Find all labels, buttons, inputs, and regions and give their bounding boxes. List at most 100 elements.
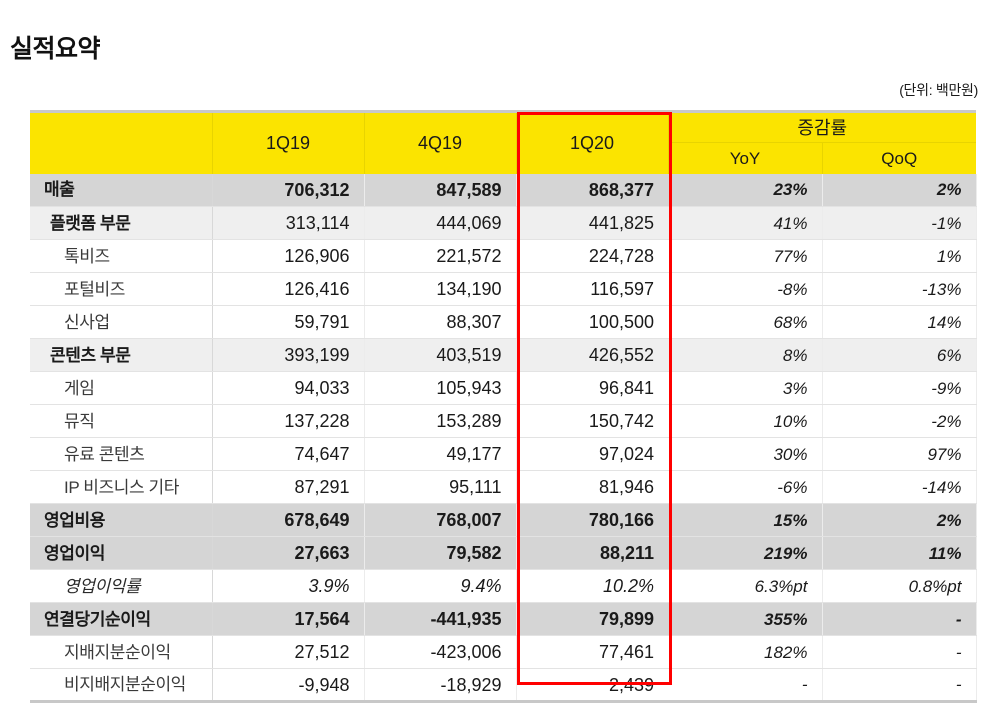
cell-yoy: 8% xyxy=(668,338,823,372)
cell-qoq: -2% xyxy=(822,404,977,438)
row-label: 콘텐츠 부문 xyxy=(30,338,213,372)
cell-yoy: - xyxy=(668,668,823,702)
header-cell-qoq: QoQ xyxy=(822,142,976,174)
cell-yoy: 30% xyxy=(668,437,823,471)
row-label: 포털비즈 xyxy=(30,272,213,306)
cell-qoq: -9% xyxy=(822,371,977,405)
cell-q1: 313,114 xyxy=(212,206,365,240)
row-label: 뮤직 xyxy=(30,404,213,438)
cell-q2: -18,929 xyxy=(364,668,517,702)
cell-qoq: -1% xyxy=(822,206,977,240)
cell-q3: 88,211 xyxy=(516,536,668,570)
cell-yoy: 77% xyxy=(668,239,823,273)
table-row: 비지배지분순이익 -9,948 -18,929 2,439- - xyxy=(30,668,977,702)
cell-q2: -441,935 xyxy=(364,602,517,636)
cell-qoq: 11% xyxy=(822,536,977,570)
cell-q2: 768,007 xyxy=(364,503,517,537)
cell-qoq: - xyxy=(822,635,977,669)
table-row: 뮤직 137,228 153,289 150,742 10% -2% xyxy=(30,404,977,438)
row-label: 톡비즈 xyxy=(30,239,213,273)
cell-q1: 678,649 xyxy=(212,503,365,537)
cell-q3: 868,377 xyxy=(516,173,668,207)
row-label: IP 비즈니스 기타 xyxy=(30,470,213,504)
cell-q3: 79,899 xyxy=(516,602,668,636)
cell-q1: 87,291 xyxy=(212,470,365,504)
table-body: 매출 706,312 847,589 868,377 23% 2% 플랫폼 부문 313,11… xyxy=(30,173,977,702)
cell-q1: 17,564 xyxy=(212,602,365,636)
cell-q2: 403,519 xyxy=(364,338,517,372)
cell-q2: 49,177 xyxy=(364,437,517,471)
cell-q3: 96,841 xyxy=(516,371,668,405)
header-cell-label xyxy=(30,111,213,174)
cell-q1: 74,647 xyxy=(212,437,365,471)
header-cell-q3: 1Q20 xyxy=(516,111,669,174)
cell-q2: 153,289 xyxy=(364,404,517,438)
cell-q3: 441,825 xyxy=(516,206,668,240)
unit-note: (단위: 백만원) xyxy=(899,82,978,98)
cell-qoq: 6% xyxy=(822,338,977,372)
header-row-bottom: YoY QoQ xyxy=(30,142,976,174)
cell-q1: -9,948 xyxy=(212,668,365,702)
cell-qoq: 1% xyxy=(822,239,977,273)
row-label: 신사업 xyxy=(30,305,213,339)
row-label: 플랫폼 부문 xyxy=(30,206,213,240)
cell-q3: 426,552 xyxy=(516,338,668,372)
cell-qoq: -14% xyxy=(822,470,977,504)
table-row: 연결당기순이익 17,564 -441,935 79,899 355% - xyxy=(30,602,977,636)
cell-yoy: 3% xyxy=(668,371,823,405)
cell-yoy: 182% xyxy=(668,635,823,669)
cell-yoy: -8% xyxy=(668,272,823,306)
cell-q3: 81,946 xyxy=(516,470,668,504)
cell-qoq: 2% xyxy=(822,503,977,537)
table-row: 영업비용 678,649 768,007 780,166 15% 2% xyxy=(30,503,977,537)
table-row: 매출 706,312 847,589 868,377 23% 2% xyxy=(30,173,977,207)
cell-q1: 126,416 xyxy=(212,272,365,306)
cell-q1: 59,791 xyxy=(212,305,365,339)
cell-q3: 150,742 xyxy=(516,404,668,438)
cell-q1: 27,512 xyxy=(212,635,365,669)
cell-q1: 3.9% xyxy=(212,569,365,603)
header-cell-yoy: YoY xyxy=(668,142,823,174)
cell-q2: -423,006 xyxy=(364,635,517,669)
table-row: IP 비즈니스 기타 87,291 95,111 81,946 -6% -14% xyxy=(30,470,977,504)
table-row: 지배지분순이익 27,512 -423,006 77,461 182% - xyxy=(30,635,977,669)
performance-summary-table: 1Q19 4Q19 1Q20 증감률 YoY QoQ 매출 706,312 847,… xyxy=(30,110,977,703)
cell-yoy: 6.3%pt xyxy=(668,569,823,603)
row-label: 매출 xyxy=(30,173,213,207)
table-row: 콘텐츠 부문 393,199 403,519 426,552 8% 6% xyxy=(30,338,977,372)
cell-yoy: 23% xyxy=(668,173,823,207)
cell-q3: 100,500 xyxy=(516,305,668,339)
cell-qoq: - xyxy=(822,668,977,702)
cell-qoq: - xyxy=(822,602,977,636)
cell-q2: 88,307 xyxy=(364,305,517,339)
cell-qoq: 0.8%pt xyxy=(822,569,977,603)
cell-yoy: -6% xyxy=(668,470,823,504)
row-label: 지배지분순이익 xyxy=(30,635,213,669)
cell-q2: 79,582 xyxy=(364,536,517,570)
header-cell-growth-group: 증감률 xyxy=(668,111,976,143)
cell-q2: 9.4% xyxy=(364,569,517,603)
cell-qoq: 14% xyxy=(822,305,977,339)
cell-q3: 2,439 xyxy=(516,668,668,702)
cell-q2: 134,190 xyxy=(364,272,517,306)
cell-q3: 10.2% xyxy=(516,569,668,603)
cell-qoq: -13% xyxy=(822,272,977,306)
cell-q3: 77,461 xyxy=(516,635,668,669)
header-cell-q1: 1Q19 xyxy=(212,111,365,174)
cell-qoq: 97% xyxy=(822,437,977,471)
cell-q3: 224,728 xyxy=(516,239,668,273)
cell-q2: 221,572 xyxy=(364,239,517,273)
table-row: 플랫폼 부문 313,114 444,069 441,825 41% -1% xyxy=(30,206,977,240)
cell-q1: 126,906 xyxy=(212,239,365,273)
summary-table-wrapper: 1Q19 4Q19 1Q20 증감률 YoY QoQ 매출 706,312 847,… xyxy=(30,110,977,703)
header-row-top: 1Q19 4Q19 1Q20 증감률 xyxy=(30,111,976,174)
cell-q2: 95,111 xyxy=(364,470,517,504)
row-label: 영업이익률 xyxy=(30,569,213,603)
table-row: 게임 94,033 105,943 96,841 3% -9% xyxy=(30,371,977,405)
cell-yoy: 68% xyxy=(668,305,823,339)
page-title: 실적요약 xyxy=(10,34,101,63)
cell-yoy: 41% xyxy=(668,206,823,240)
cell-q2: 444,069 xyxy=(364,206,517,240)
row-label: 유료 콘텐츠 xyxy=(30,437,213,471)
table-row: 신사업 59,791 88,307 100,500 68% 14% xyxy=(30,305,977,339)
